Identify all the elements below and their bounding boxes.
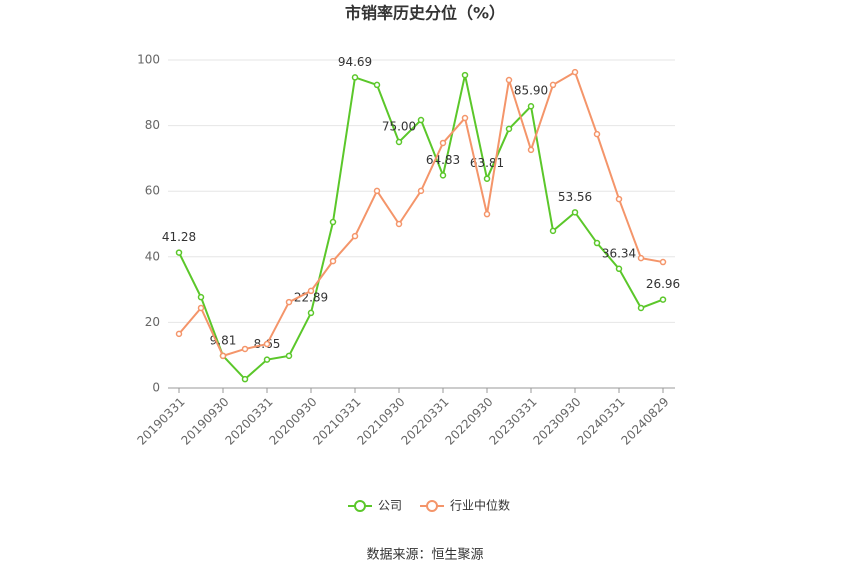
point [439, 172, 447, 179]
point [439, 139, 447, 147]
y-tick-label: 60 [145, 184, 160, 198]
point [571, 68, 579, 76]
point [351, 74, 359, 81]
y-tick-label: 40 [145, 249, 160, 263]
data-label: 41.28 [162, 230, 196, 244]
point [373, 81, 381, 89]
point [615, 195, 623, 203]
point [505, 76, 513, 84]
data-label: 9.81 [210, 333, 237, 347]
point [461, 71, 469, 79]
legend-marker [354, 500, 366, 512]
point [307, 309, 315, 317]
point [329, 218, 337, 226]
point [483, 175, 491, 182]
point [637, 254, 645, 262]
data-label: 85.90 [514, 84, 548, 98]
point [637, 304, 645, 312]
source: 数据来源：恒生聚源 [366, 548, 483, 563]
chart-title: 市销率历史分位（%） [345, 4, 505, 23]
data-label: 36.34 [602, 246, 636, 260]
point [417, 187, 425, 195]
point [219, 352, 227, 360]
point [659, 258, 667, 266]
point [461, 114, 469, 122]
point [659, 296, 667, 303]
y-tick-label: 20 [145, 315, 160, 329]
legend-label: 行业中位数 [450, 498, 510, 513]
y-tick-label: 80 [145, 118, 160, 132]
point [285, 352, 293, 360]
point [549, 227, 557, 235]
point [527, 102, 535, 110]
point [593, 239, 601, 247]
x-tick-label: 20240829 [619, 395, 672, 448]
point [527, 146, 535, 154]
point [263, 340, 271, 348]
series-line [178, 70, 664, 358]
point [175, 330, 183, 338]
point [373, 187, 381, 195]
point [241, 345, 249, 353]
point [241, 375, 249, 383]
data-label: 53.56 [558, 190, 592, 204]
y-tick-label: 0 [152, 381, 160, 395]
point [615, 265, 623, 273]
point [395, 138, 403, 146]
point [549, 81, 557, 89]
point [593, 130, 601, 138]
point [285, 298, 293, 306]
point [175, 249, 183, 256]
data-label: 26.96 [646, 277, 680, 291]
data-label: 64.83 [426, 153, 460, 167]
point [571, 209, 579, 216]
point [351, 232, 359, 240]
point [197, 293, 205, 301]
y-tick-label: 100 [137, 53, 160, 67]
point [417, 116, 425, 124]
data-label: 94.69 [338, 55, 372, 69]
point [505, 125, 513, 133]
point [307, 287, 315, 295]
point [329, 257, 337, 265]
legend-label: 公司 [378, 499, 402, 513]
point [483, 210, 491, 218]
point [263, 356, 271, 363]
legend-marker [426, 500, 439, 512]
data-label: 22.89 [294, 290, 328, 304]
point [395, 220, 403, 228]
data-label: 75.00 [382, 120, 416, 134]
point [197, 304, 205, 312]
